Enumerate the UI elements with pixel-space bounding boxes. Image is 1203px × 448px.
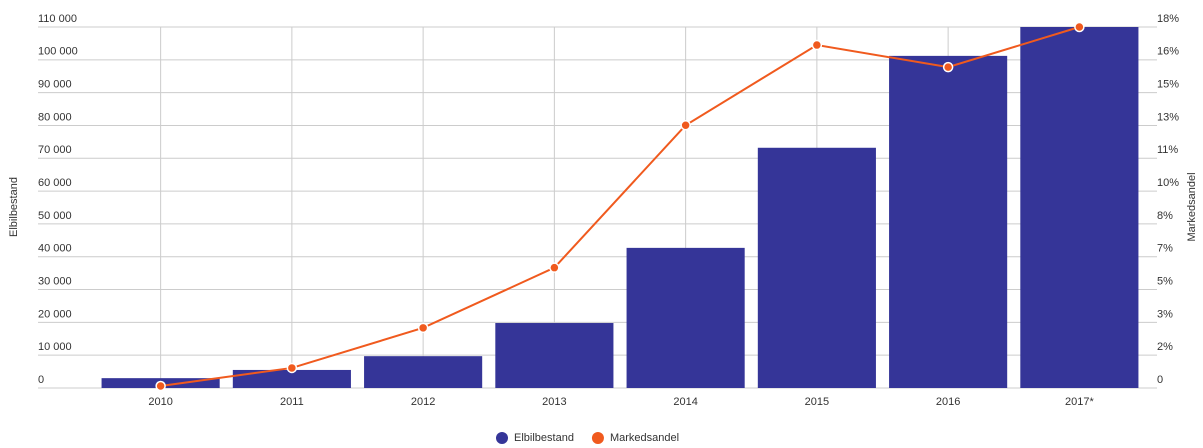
x-tick-label: 2015 bbox=[805, 396, 829, 408]
bar bbox=[232, 369, 351, 388]
x-tick-label: 2012 bbox=[411, 396, 435, 408]
y2-tick-label: 15% bbox=[1157, 79, 1179, 91]
y2-tick-label: 2% bbox=[1157, 341, 1173, 353]
bar bbox=[1020, 27, 1139, 388]
y2-tick-label: 16% bbox=[1157, 46, 1179, 58]
y-tick-label: 40 000 bbox=[38, 243, 72, 255]
y2-tick-label: 8% bbox=[1157, 210, 1173, 222]
bar bbox=[889, 55, 1008, 388]
line-point bbox=[811, 39, 823, 51]
legend-marker bbox=[496, 432, 508, 444]
line-point bbox=[155, 380, 166, 392]
bar bbox=[364, 356, 483, 388]
y2-tick-label: 3% bbox=[1157, 308, 1173, 320]
y-tick-label: 110 000 bbox=[38, 13, 77, 25]
x-tick-label: 2017* bbox=[1065, 396, 1094, 408]
y-tick-label: 50 000 bbox=[38, 210, 72, 222]
y2-tick-label: 13% bbox=[1157, 111, 1179, 123]
y-tick-label: 90 000 bbox=[38, 79, 72, 91]
legend-marker bbox=[591, 432, 604, 444]
y2-tick-label: 11% bbox=[1157, 144, 1178, 156]
line bbox=[160, 26, 1080, 387]
x-tick-label: 2014 bbox=[673, 396, 697, 408]
line-point bbox=[1074, 21, 1085, 33]
line-point bbox=[680, 120, 691, 131]
x-tick-label: 2010 bbox=[148, 396, 172, 408]
y-tick-label: 30 000 bbox=[38, 275, 72, 287]
y2-tick-label: 10% bbox=[1157, 177, 1179, 189]
line-point bbox=[417, 322, 429, 334]
line-point bbox=[549, 262, 560, 273]
legend-label: Markedsandel bbox=[610, 432, 679, 444]
y-tick-label: 20 000 bbox=[38, 308, 72, 320]
y-tick-label: 100 000 bbox=[38, 46, 78, 58]
y-tick-label: 60 000 bbox=[38, 177, 72, 189]
x-tick-label: 2016 bbox=[936, 396, 960, 408]
y2-tick-label: 0 bbox=[1157, 374, 1163, 386]
bar bbox=[757, 147, 876, 388]
line-point bbox=[942, 61, 954, 73]
x-tick-label: 2013 bbox=[542, 396, 566, 408]
y-tick-label: 0 bbox=[38, 374, 44, 386]
x-tick-label: 2011 bbox=[280, 396, 304, 408]
line-point bbox=[286, 362, 298, 374]
bar bbox=[626, 247, 745, 388]
legend-label: Elbilbestand bbox=[514, 432, 574, 444]
y-tick-label: 70 000 bbox=[38, 144, 72, 156]
y2-tick-label: 18% bbox=[1157, 13, 1179, 25]
bar bbox=[495, 323, 614, 388]
y-axis-title: Elbilbestand bbox=[8, 177, 20, 237]
y2-tick-label: 7% bbox=[1157, 243, 1173, 255]
y2-tick-label: 5% bbox=[1157, 275, 1173, 287]
y-tick-label: 10 000 bbox=[38, 341, 72, 353]
y2-axis-title: Markedsandel bbox=[1186, 172, 1198, 241]
y-tick-label: 80 000 bbox=[38, 111, 72, 123]
